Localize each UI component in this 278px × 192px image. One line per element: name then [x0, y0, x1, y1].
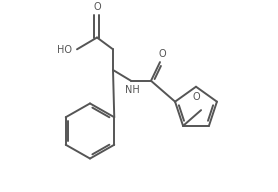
Text: O: O	[93, 2, 101, 12]
Text: NH: NH	[125, 85, 139, 95]
Text: O: O	[158, 49, 166, 59]
Text: HO: HO	[57, 45, 72, 55]
Text: O: O	[192, 92, 200, 102]
